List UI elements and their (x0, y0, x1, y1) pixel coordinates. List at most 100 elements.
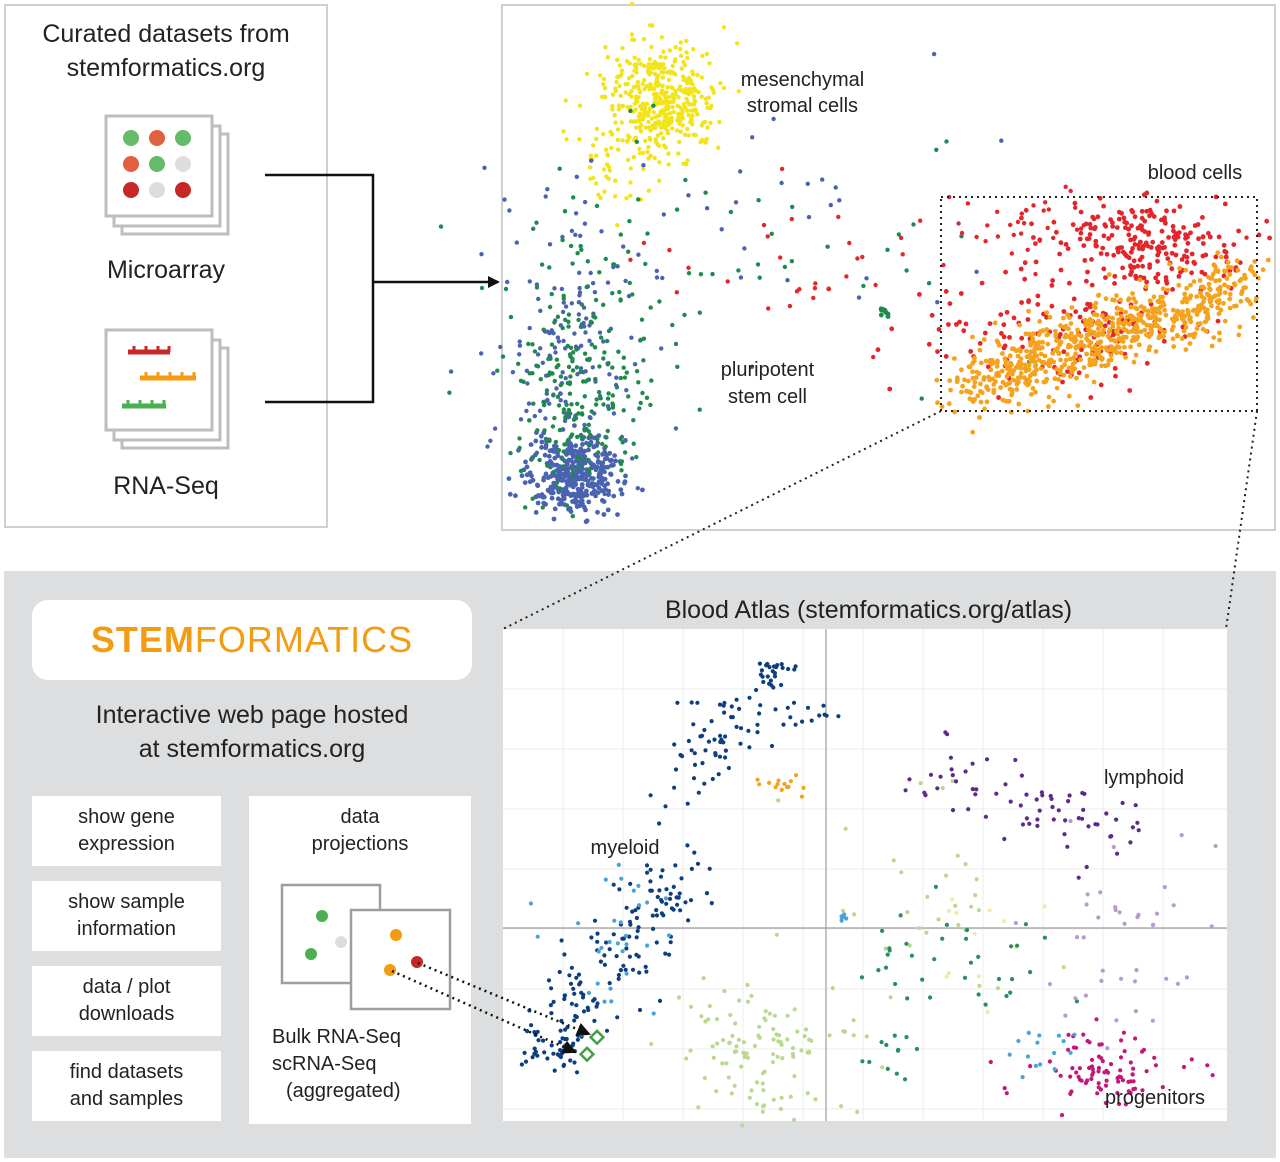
scatter-point (689, 108, 694, 113)
scatter-point (646, 156, 651, 161)
atlas-point (648, 867, 653, 872)
scatter-point (1204, 291, 1210, 297)
atlas-point (736, 1037, 741, 1042)
find-datasets-button[interactable]: find datasets and samples (32, 1051, 221, 1121)
scatter-point (614, 79, 619, 85)
atlas-point (1114, 1018, 1119, 1023)
scatter-point (1161, 334, 1166, 339)
scatter-point (696, 90, 701, 95)
scatter-point (672, 59, 678, 64)
atlas-point (624, 905, 629, 910)
scatter-point (1063, 184, 1068, 189)
scatter-point (1051, 219, 1057, 225)
scatter-point (1084, 278, 1089, 284)
atlas-point (1128, 1060, 1133, 1065)
scatter-point (1237, 324, 1243, 330)
atlas-point (1133, 1086, 1138, 1091)
atlas-point (728, 1012, 733, 1018)
atlas-point (643, 964, 648, 969)
atlas-point (607, 981, 612, 986)
scatter-point (1083, 221, 1089, 227)
scatter-point (1029, 221, 1034, 227)
scatter-point (1002, 343, 1008, 349)
scatter-point (1083, 306, 1089, 312)
scatter-point (1049, 303, 1055, 309)
scatter-point (698, 272, 704, 277)
scatter-point (632, 362, 638, 367)
scatter-point (624, 196, 629, 201)
scatter-point (543, 194, 548, 199)
scatter-point (1081, 243, 1087, 249)
scatter-point (588, 432, 593, 438)
atlas-point (1084, 902, 1089, 907)
scatter-point (998, 385, 1003, 390)
scatter-point (557, 486, 562, 491)
scatter-point (557, 166, 562, 171)
atlas-point (676, 995, 682, 1000)
scatter-point (1233, 303, 1239, 309)
scatter-point (820, 177, 825, 182)
atlas-point (944, 873, 949, 878)
scatter-point (570, 467, 575, 472)
scatter-point (560, 237, 565, 243)
atlas-scatter-plot[interactable] (503, 629, 1227, 1128)
scatter-point (785, 278, 790, 283)
scatter-point (563, 317, 568, 322)
scatter-point (708, 120, 713, 126)
scatter-point (1099, 313, 1105, 318)
scatter-point (656, 82, 661, 87)
atlas-point (1028, 970, 1033, 975)
scatter-point (584, 284, 589, 290)
scatter-point (1200, 241, 1206, 246)
data-plot-downloads-button[interactable]: data / plot downloads (32, 966, 221, 1036)
zoom-line-right (1225, 410, 1258, 630)
scatter-point (653, 137, 658, 142)
scatter-point (667, 48, 673, 53)
scatter-point (438, 224, 444, 229)
show-gene-expression-button[interactable]: show gene expression (32, 796, 221, 866)
atlas-point (567, 973, 572, 978)
button-line: show gene (78, 806, 175, 828)
scatter-point (614, 385, 620, 390)
scatter-point (1231, 281, 1237, 286)
scatter-point (1047, 363, 1052, 369)
scatter-point (1093, 242, 1099, 248)
atlas-point (722, 700, 727, 706)
projection-dot (335, 936, 347, 948)
atlas-point (1013, 920, 1018, 926)
scatter-point (1115, 331, 1121, 337)
atlas-point (1154, 911, 1160, 916)
scatter-point (642, 77, 647, 83)
scatter-point (613, 458, 618, 464)
atlas-point (627, 954, 632, 959)
scatter-point (1163, 278, 1169, 284)
atlas-point (950, 808, 956, 813)
atlas-point (1117, 1101, 1122, 1107)
show-sample-information-button[interactable]: show sample information (32, 881, 221, 951)
atlas-point (884, 1042, 889, 1048)
atlas-point (755, 777, 760, 782)
scatter-point (593, 493, 598, 499)
scatter-point (947, 301, 953, 306)
scatter-point (974, 269, 979, 274)
scatter-point (885, 247, 890, 252)
atlas-point (755, 722, 760, 727)
scatter-point (508, 314, 514, 320)
scatter-point (514, 240, 519, 245)
scatter-point (1038, 351, 1044, 357)
scatter-point (917, 292, 922, 297)
scatter-point (610, 365, 615, 370)
scatter-point (579, 343, 584, 348)
scatter-point (602, 189, 607, 194)
scatter-point (684, 38, 689, 44)
scatter-point (641, 163, 646, 168)
atlas-point (988, 1059, 993, 1065)
atlas-point (1096, 915, 1101, 920)
atlas-plot-card[interactable] (503, 629, 1227, 1121)
scatter-point (638, 104, 643, 109)
scatter-point (1013, 348, 1019, 354)
atlas-point (836, 714, 841, 719)
atlas-point (689, 748, 694, 753)
scatter-point (647, 72, 652, 77)
scatter-point (1045, 341, 1051, 347)
